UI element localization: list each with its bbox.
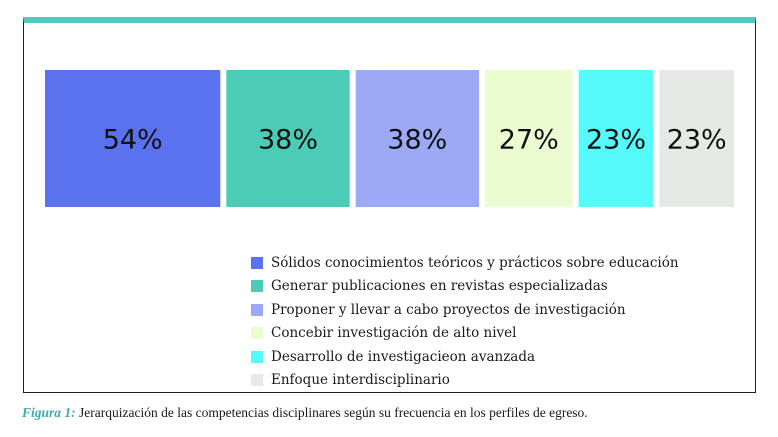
- legend-label: Concebir investigación de alto nivel: [271, 325, 517, 342]
- bar-segment-3: [355, 70, 480, 207]
- legend-swatch: [251, 303, 263, 316]
- legend-item-3: Proponer y llevar a cabo proyectos de in…: [251, 298, 679, 322]
- bar-value-label-3: 38%: [387, 125, 447, 156]
- bar-segment-2: [226, 70, 350, 207]
- legend-label: Generar publicaciones en revistas especi…: [271, 278, 608, 295]
- legend-label: Proponer y llevar a cabo proyectos de in…: [271, 301, 626, 318]
- chart-frame: 54% 38% 38% 27% 23% 23% Sólidos conocimientos…: [23, 17, 756, 393]
- legend-swatch: [251, 350, 263, 363]
- bar-value-label-2: 38%: [258, 125, 318, 156]
- legend-item-5: Desarrollo de investigacieon avanzada: [251, 345, 679, 369]
- bar-value-label-5: 23%: [586, 125, 646, 156]
- figure-caption: Figura 1: Jerarquización de las competen…: [22, 405, 588, 421]
- legend-label: Enfoque interdisciplinario: [271, 372, 450, 389]
- legend-swatch: [251, 327, 263, 340]
- legend-item-1: Sólidos conocimientos teóricos y práctic…: [251, 251, 679, 275]
- bar-chart: 54% 38% 38% 27% 23% 23%: [45, 70, 734, 207]
- legend-item-4: Concebir investigación de alto nivel: [251, 322, 679, 346]
- legend-item-2: Generar publicaciones en revistas especi…: [251, 275, 679, 299]
- legend-swatch: [251, 374, 263, 387]
- legend-swatch: [251, 256, 263, 269]
- bar-segment-1: [45, 70, 221, 207]
- bar-segment-4: [485, 70, 573, 207]
- bar-segment-6: [659, 70, 734, 207]
- bar-segment-5: [578, 70, 654, 207]
- figure-label: Figura 1:: [22, 405, 76, 420]
- legend-swatch: [251, 280, 263, 293]
- legend-label: Sólidos conocimientos teóricos y práctic…: [271, 254, 679, 271]
- bar-value-label-4: 27%: [499, 125, 559, 156]
- legend: Sólidos conocimientos teóricos y práctic…: [251, 251, 679, 392]
- legend-item-6: Enfoque interdisciplinario: [251, 369, 679, 393]
- bar-value-label-6: 23%: [667, 125, 727, 156]
- caption-text: Jerarquización de las competencias disci…: [75, 405, 588, 420]
- bar-value-label-1: 54%: [103, 125, 163, 156]
- legend-label: Desarrollo de investigacieon avanzada: [271, 348, 536, 365]
